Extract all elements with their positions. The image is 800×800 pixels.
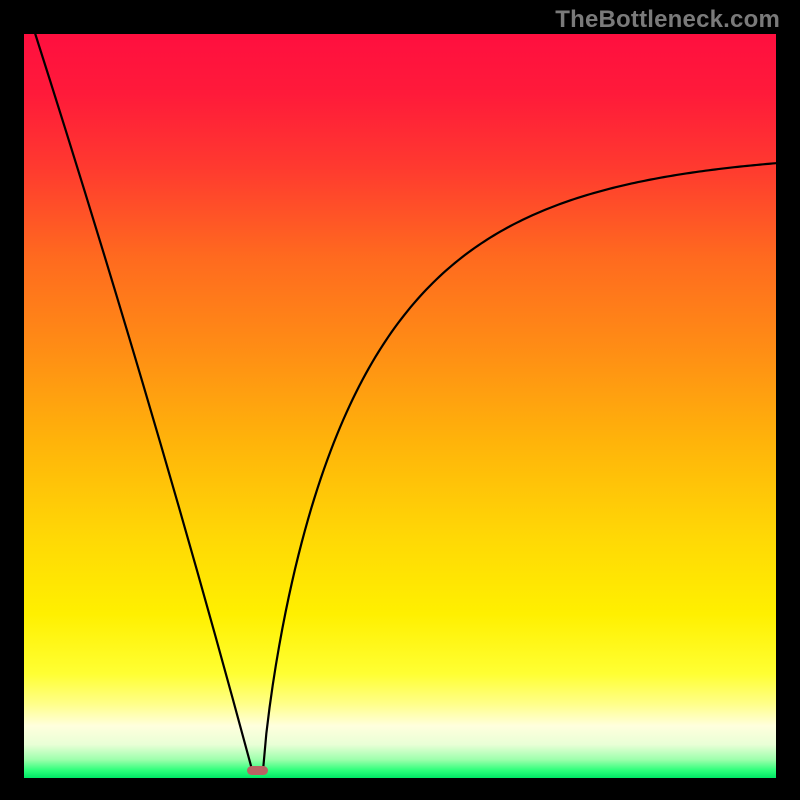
stage: TheBottleneck.com [0, 0, 800, 800]
minimum-marker [247, 766, 268, 776]
watermark-text: TheBottleneck.com [555, 6, 780, 34]
chart-svg [24, 34, 776, 778]
plot-area [24, 34, 776, 778]
gradient-background [24, 34, 776, 778]
